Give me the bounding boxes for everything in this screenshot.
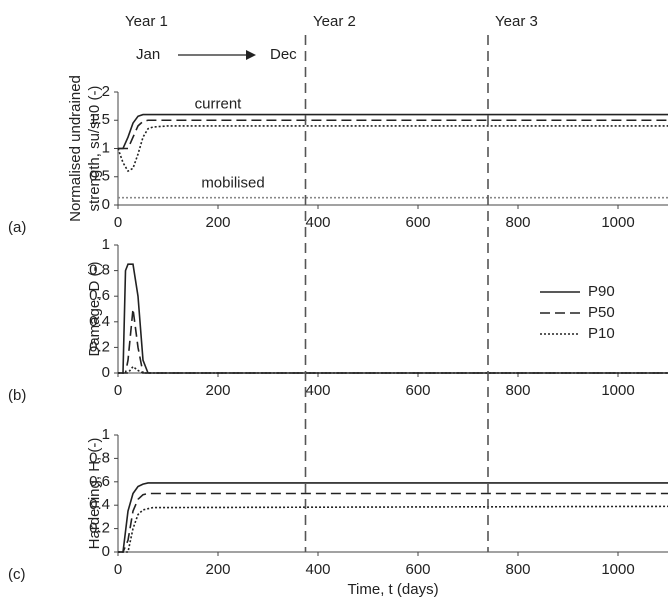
series-line <box>118 365 668 374</box>
x-tick-label: 600 <box>405 382 430 399</box>
panel-label: (c) <box>8 566 26 583</box>
y-tick-label: 0 <box>102 364 110 381</box>
annotation: mobilised <box>201 174 264 191</box>
x-tick-label: 200 <box>205 382 230 399</box>
end-month: Dec <box>270 46 297 63</box>
x-tick-label: 800 <box>505 561 530 578</box>
year-label: Year 3 <box>495 13 538 30</box>
x-tick-label: 600 <box>405 561 430 578</box>
x-tick-label: 0 <box>114 382 122 399</box>
y-axis-label: Normalised undrained <box>67 75 84 222</box>
y-tick-label: 0 <box>102 196 110 213</box>
series-line <box>118 308 668 374</box>
series-line <box>118 119 668 150</box>
year-label: Year 1 <box>125 13 168 30</box>
y-tick-label: 0.5 <box>89 168 110 185</box>
y-tick-label: 2 <box>102 83 110 100</box>
series-line <box>118 505 669 553</box>
y-tick-label: 1 <box>102 426 110 443</box>
x-tick-label: 800 <box>505 214 530 231</box>
y-axis-label: Hardening, H, (-) <box>86 438 103 550</box>
y-axis-label: Damage, D (-) <box>86 261 103 356</box>
y-tick-label: 0.6 <box>89 287 110 304</box>
series-line <box>117 125 668 173</box>
series-line <box>118 263 668 374</box>
arrow-head <box>246 50 256 60</box>
y-tick-label: 0.2 <box>89 520 110 537</box>
x-tick-label: 200 <box>205 214 230 231</box>
annotation: current <box>195 95 243 112</box>
x-tick-label: 800 <box>505 382 530 399</box>
year-label: Year 2 <box>313 13 356 30</box>
x-tick-label: 400 <box>305 561 330 578</box>
x-tick-label: 600 <box>405 214 430 231</box>
x-tick-label: 0 <box>114 214 122 231</box>
x-tick-label: 1000 <box>601 214 634 231</box>
y-axis-label: strength, su/su0 (-) <box>86 86 103 212</box>
panel-label: (a) <box>8 219 26 236</box>
series-line <box>118 482 668 553</box>
x-tick-label: 0 <box>114 561 122 578</box>
y-tick-label: 0.8 <box>89 449 110 466</box>
y-tick-label: 0.4 <box>89 496 110 513</box>
series-line <box>118 113 668 150</box>
legend-label: P90 <box>588 283 615 300</box>
x-tick-label: 1000 <box>601 561 634 578</box>
y-tick-label: 1.5 <box>89 111 110 128</box>
panel-label: (b) <box>8 387 26 404</box>
x-tick-label: 400 <box>305 382 330 399</box>
y-tick-label: 0.4 <box>89 313 110 330</box>
y-tick-label: 0 <box>102 543 110 560</box>
legend-label: P10 <box>588 325 615 342</box>
legend-label: P50 <box>588 304 615 321</box>
y-tick-label: 0.6 <box>89 473 110 490</box>
x-tick-label: 200 <box>205 561 230 578</box>
start-month: Jan <box>136 46 160 63</box>
series-line <box>118 492 668 553</box>
x-axis-label: Time, t (days) <box>347 581 438 598</box>
y-tick-label: 1 <box>102 236 110 253</box>
y-tick-label: 0.8 <box>89 262 110 279</box>
x-tick-label: 400 <box>305 214 330 231</box>
y-tick-label: 1 <box>102 139 110 156</box>
x-tick-label: 1000 <box>601 382 634 399</box>
y-tick-label: 0.2 <box>89 338 110 355</box>
